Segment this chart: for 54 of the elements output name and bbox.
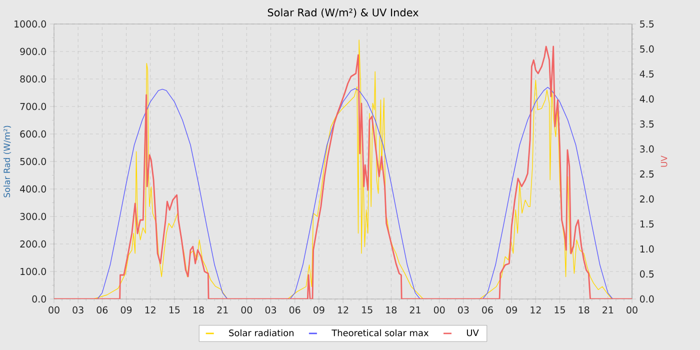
chart-title: Solar Rad (W/m²) & UV Index <box>268 8 418 18</box>
legend-label: Theoretical solar max <box>332 329 429 336</box>
x-tick-label: 12 <box>145 306 156 314</box>
legend-label: UV <box>466 329 479 336</box>
y2-tick-label: 4.5 <box>640 70 654 78</box>
x-tick-label: 21 <box>217 306 228 314</box>
x-tick-label: 09 <box>506 306 517 314</box>
y2-tick-label: 2.5 <box>640 170 654 178</box>
x-tick-label: 12 <box>338 306 348 314</box>
x-tick-label: 21 <box>410 306 420 314</box>
x-tick-label: 09 <box>314 306 324 314</box>
x-tick-label: 15 <box>362 306 372 314</box>
x-tick-label: 18 <box>386 306 397 314</box>
y-tick-label: 900.0 <box>20 48 46 56</box>
y-tick-label: 1000.0 <box>14 20 46 28</box>
y-tick-label: 200.0 <box>20 240 46 248</box>
y2-tick-label: 1.0 <box>640 245 654 253</box>
x-tick-label: 21 <box>602 306 614 314</box>
x-tick-label: 06 <box>482 306 493 314</box>
x-tick-label: 03 <box>458 306 469 314</box>
x-tick-label: 06 <box>96 306 108 314</box>
y-tick-label: 0.0 <box>32 295 46 303</box>
x-tick-label: 00 <box>434 306 445 314</box>
x-tick-label: 12 <box>530 306 541 314</box>
legend-label: Solar radiation <box>229 329 294 336</box>
x-tick-label: 03 <box>72 306 84 314</box>
x-tick-label: 03 <box>265 306 276 314</box>
y-tick-label: 100.0 <box>20 268 46 276</box>
y-tick-label: 600.0 <box>20 130 46 138</box>
x-tick-label: 00 <box>626 306 638 314</box>
y-tick-label: 500.0 <box>20 158 46 166</box>
x-tick-label: 00 <box>241 306 252 314</box>
y2-tick-label: 1.5 <box>640 220 654 228</box>
x-tick-label: 06 <box>289 306 300 314</box>
y2-tick-label: 3.5 <box>640 120 654 128</box>
y2-tick-label: 0.5 <box>640 270 654 278</box>
y-tick-label: 800.0 <box>20 75 46 83</box>
y2-tick-label: 5.5 <box>640 20 654 28</box>
y2-tick-label: 5.0 <box>640 45 654 53</box>
y-tick-label: 300.0 <box>20 212 46 220</box>
y2-tick-label: 4.0 <box>640 95 654 103</box>
x-tick-label: 15 <box>554 306 565 314</box>
y-axis-title: Solar Rad (W/m²) <box>3 126 12 198</box>
x-tick-label: 15 <box>169 306 180 314</box>
x-tick-label: 18 <box>578 306 590 314</box>
x-tick-label: 18 <box>194 306 204 314</box>
x-tick-label: 00 <box>48 306 60 314</box>
y2-axis-title: UV <box>660 156 668 167</box>
y2-tick-label: 0.0 <box>640 295 654 303</box>
y2-tick-label: 2.0 <box>640 195 654 203</box>
y2-tick-label: 3.0 <box>640 145 654 153</box>
x-tick-label: 09 <box>120 306 132 314</box>
y-tick-label: 400.0 <box>20 185 46 193</box>
y-tick-label: 700.0 <box>20 102 46 110</box>
